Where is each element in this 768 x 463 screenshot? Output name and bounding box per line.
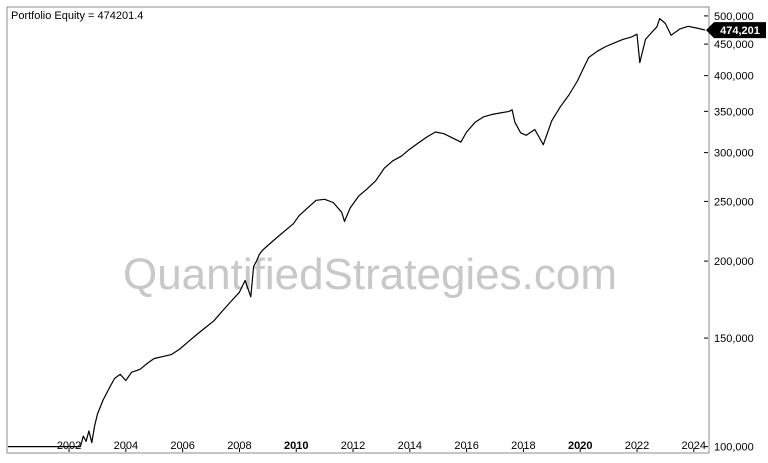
y-tick-label: 100,000 <box>714 442 754 454</box>
y-tick-label: 150,000 <box>714 333 754 345</box>
x-tick-label: 2018 <box>511 440 535 452</box>
y-tick-label: 350,000 <box>714 106 754 118</box>
x-tick-label: 2004 <box>114 440 138 452</box>
x-tick-label: 2008 <box>227 440 251 452</box>
watermark-text: QuantifiedStrategies.com <box>123 250 617 299</box>
last-value-label: 474,201 <box>720 25 760 37</box>
chart-title: Portfolio Equity = 474201.4 <box>11 10 143 22</box>
x-tick-label: 2006 <box>170 440 194 452</box>
last-value-marker: 474,201 <box>706 22 766 39</box>
y-tick-label: 250,000 <box>714 196 754 208</box>
x-tick-label: 2024 <box>682 440 706 452</box>
y-tick-label: 500,000 <box>714 11 754 23</box>
y-axis: 100,000 150,000 200,000 250,000 300,000 350,0… <box>704 11 754 454</box>
y-tick-label: 450,000 <box>714 39 754 51</box>
plot-frame <box>6 6 710 454</box>
x-axis: 2002 2004 2006 2008 2010 2012 2014 2016 2018 2020… <box>57 440 706 452</box>
x-tick-label: 2010 <box>284 440 308 452</box>
x-tick-label: 2020 <box>568 440 592 452</box>
y-tick-label: 300,000 <box>714 148 754 160</box>
y-tick-label: 200,000 <box>714 256 754 268</box>
x-tick-label: 2022 <box>625 440 649 452</box>
equity-series-line <box>8 18 706 448</box>
y-tick-label: 400,000 <box>714 71 754 83</box>
x-tick-label: 2016 <box>454 440 478 452</box>
last-value-tag <box>706 22 766 39</box>
x-tick-label: 2012 <box>341 440 365 452</box>
x-tick-label: 2014 <box>398 440 422 452</box>
